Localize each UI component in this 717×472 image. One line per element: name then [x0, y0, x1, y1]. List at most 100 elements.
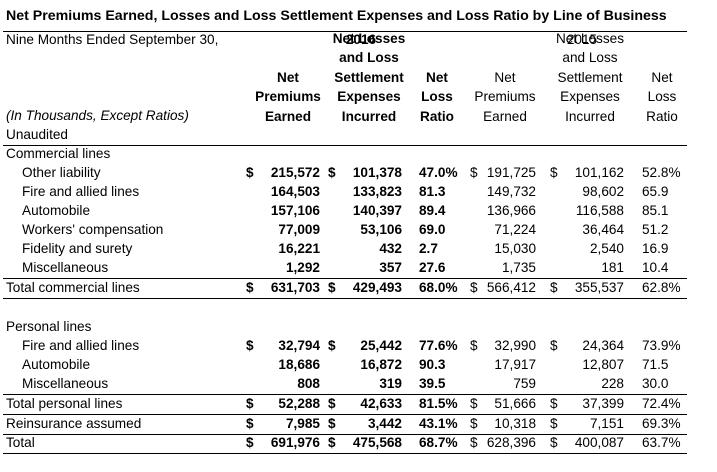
header-2016-net-premiums-earned-line: Premiums	[255, 89, 321, 104]
divider	[3, 414, 687, 415]
header-2016-net-losses-incurred-line: Net Losses	[332, 30, 406, 46]
table-row-nlr-2015: 73.9%	[642, 338, 681, 353]
reinsurance-row-dollar: $	[470, 416, 478, 431]
table-row-dollar: $	[328, 338, 336, 353]
grand-total-row-nll-2015: 400,087	[574, 435, 624, 450]
year-2016-label: 2016	[345, 32, 377, 47]
personal-lines-heading: Personal lines	[6, 319, 92, 334]
table-row-nlr-2015: 16.9	[642, 241, 669, 256]
table-row-npe-2016: 77,009	[278, 222, 320, 237]
header-2016-net-premiums-earned-line: Net	[277, 69, 299, 85]
table-row-nlr-2016: 90.3	[419, 357, 446, 372]
total-personal-row-nlr-2016: 81.5%	[419, 396, 458, 411]
header-2016-net-losses-incurred-line: Incurred	[341, 108, 397, 124]
table-row-nlr-2015: 51.2	[642, 222, 669, 237]
reinsurance-row-dollar: $	[550, 416, 558, 431]
table-row-npe-2015: 1,735	[501, 260, 536, 275]
reinsurance-row-nlr-2015: 69.3%	[642, 416, 681, 431]
table-row-npe-2015: 759	[513, 376, 536, 391]
total-personal-row-dollar: $	[550, 396, 558, 411]
divider	[3, 394, 687, 395]
table-row-npe-2016: 18,686	[278, 357, 320, 372]
grand-total-row-nlr-2016: 68.7%	[419, 435, 458, 450]
header-2015-net-loss-ratio-line: Ratio	[646, 108, 678, 124]
total-personal-row-dollar: $	[246, 396, 254, 411]
table-row-nll-2015: 228	[601, 376, 624, 391]
grand-total-row-dollar: $	[328, 435, 336, 450]
header-2016-net-premiums-earned-line: Earned	[264, 108, 312, 124]
table-row-dollar: $	[470, 165, 478, 180]
table-row-npe-2015: 136,966	[486, 203, 536, 218]
header-2015-net-losses-incurred-line: and Loss	[562, 50, 618, 65]
total-personal-row-dollar: $	[328, 396, 336, 411]
table-row-npe-2015: 71,224	[494, 222, 536, 237]
table-row-nll-2016: 101,378	[352, 165, 402, 180]
table-row-label: Workers' compensation	[22, 222, 164, 237]
header-2015-net-premiums-earned-line: Premiums	[474, 89, 536, 104]
table-row-npe-2016: 1,292	[285, 260, 320, 275]
total-commercial-row-npe-2015: 566,412	[486, 280, 536, 295]
table-row-nll-2015: 36,464	[582, 222, 624, 237]
grand-total-row-npe-2016: 691,976	[270, 435, 320, 450]
table-row-dollar: $	[246, 338, 254, 353]
header-2015-net-losses-incurred-line: Incurred	[565, 108, 615, 124]
total-commercial-row-dollar: $	[550, 280, 558, 295]
table-row-npe-2016: 808	[297, 376, 320, 391]
table-row-label: Fire and allied lines	[22, 338, 140, 353]
table-row-dollar: $	[550, 165, 558, 180]
table-row-dollar: $	[470, 338, 478, 353]
table-row-nlr-2016: 39.5	[419, 376, 446, 391]
table-row-nll-2016: 140,397	[352, 203, 402, 218]
divider	[3, 31, 687, 32]
table-row-nll-2015: 2,540	[589, 241, 624, 256]
table-row-npe-2016: 32,794	[278, 338, 320, 353]
reinsurance-row-nll-2016: 3,442	[367, 416, 402, 431]
table-row-label: Automobile	[22, 203, 91, 218]
table-row-npe-2015: 15,030	[494, 241, 536, 256]
table-row-nlr-2015: 71.5	[642, 357, 669, 372]
divider	[3, 453, 687, 454]
table-row-nll-2015: 24,364	[582, 338, 624, 353]
table-row-nlr-2016: 69.0	[419, 222, 446, 237]
grand-total-row-npe-2015: 628,396	[486, 435, 536, 450]
header-2016-net-loss-ratio-line: Ratio	[420, 108, 454, 124]
header-2015-net-premiums-earned-line: Net	[494, 69, 516, 85]
table-row-label: Fire and allied lines	[22, 184, 140, 199]
divider	[3, 434, 687, 435]
table-row-nll-2015: 12,807	[582, 357, 624, 372]
table-row-nlr-2015: 52.8%	[642, 165, 681, 180]
header-2016-net-losses-incurred-line: Expenses	[337, 89, 401, 104]
table-row-nll-2016: 357	[379, 260, 402, 275]
header-2016-net-losses-incurred-line: and Loss	[339, 50, 399, 65]
table-row-nlr-2016: 81.3	[419, 184, 446, 199]
grand-total-row-nlr-2015: 63.7%	[642, 435, 681, 450]
table-row-nlr-2016: 89.4	[419, 203, 446, 218]
table-title: Net Premiums Earned, Losses and Loss Set…	[6, 8, 667, 24]
total-personal-row-nll-2016: 42,633	[360, 396, 402, 411]
header-2015-net-losses-incurred-line: Settlement	[557, 69, 623, 85]
reinsurance-row-label: Reinsurance assumed	[6, 416, 142, 431]
period-label: Nine Months Ended September 30,	[6, 32, 219, 47]
header-2015-net-premiums-earned-line: Earned	[483, 108, 527, 124]
reinsurance-row-dollar: $	[328, 416, 336, 431]
header-2016-net-losses-incurred-line: Settlement	[334, 69, 404, 85]
grand-total-row-dollar: $	[550, 435, 558, 450]
table-row-nlr-2016: 47.0%	[419, 165, 458, 180]
table-row-nlr-2015: 85.1	[642, 203, 669, 218]
total-commercial-row-dollar: $	[470, 280, 478, 295]
header-2015-net-loss-ratio-line: Net	[651, 69, 673, 85]
units-label: (In Thousands, Except Ratios)	[6, 108, 189, 123]
total-personal-row-npe-2016: 52,288	[278, 396, 320, 411]
table-row-npe-2015: 191,725	[486, 165, 536, 180]
divider	[3, 298, 687, 299]
table-row-dollar: $	[246, 165, 254, 180]
total-personal-row-label: Total personal lines	[6, 396, 123, 411]
table-row-nll-2016: 319	[379, 376, 402, 391]
table-row-npe-2015: 149,732	[486, 184, 536, 199]
table-row-nlr-2015: 10.4	[642, 260, 669, 275]
total-personal-row-dollar: $	[470, 396, 478, 411]
grand-total-row-nll-2016: 475,568	[352, 435, 402, 450]
table-row-dollar: $	[550, 338, 558, 353]
total-personal-row-nlr-2015: 72.4%	[642, 396, 681, 411]
header-2016-net-loss-ratio-line: Net	[426, 69, 448, 85]
